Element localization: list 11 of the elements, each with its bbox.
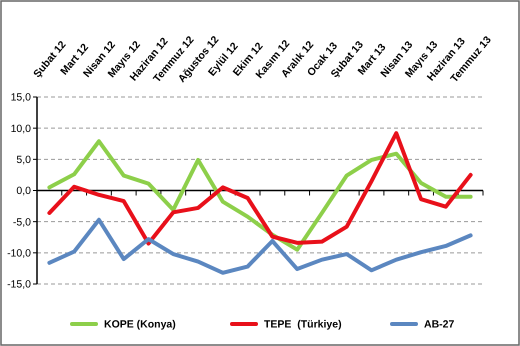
legend-label: KOPE (Konya) bbox=[104, 318, 176, 331]
y-tick-label: -15,0 bbox=[7, 278, 32, 291]
y-tick-label: -5,0 bbox=[12, 216, 32, 228]
legend-label: TEPE (Türkiye) bbox=[264, 318, 342, 331]
line-series bbox=[47, 218, 473, 275]
y-tick-label: 10,0 bbox=[10, 122, 32, 135]
y-tick-label: 0,0 bbox=[16, 185, 32, 198]
y-tick-label: -10,0 bbox=[7, 248, 32, 260]
y-tick-label: 15,0 bbox=[10, 92, 32, 104]
legend-label: AB-27 bbox=[424, 318, 454, 331]
y-tick-label: 5,0 bbox=[16, 154, 32, 166]
